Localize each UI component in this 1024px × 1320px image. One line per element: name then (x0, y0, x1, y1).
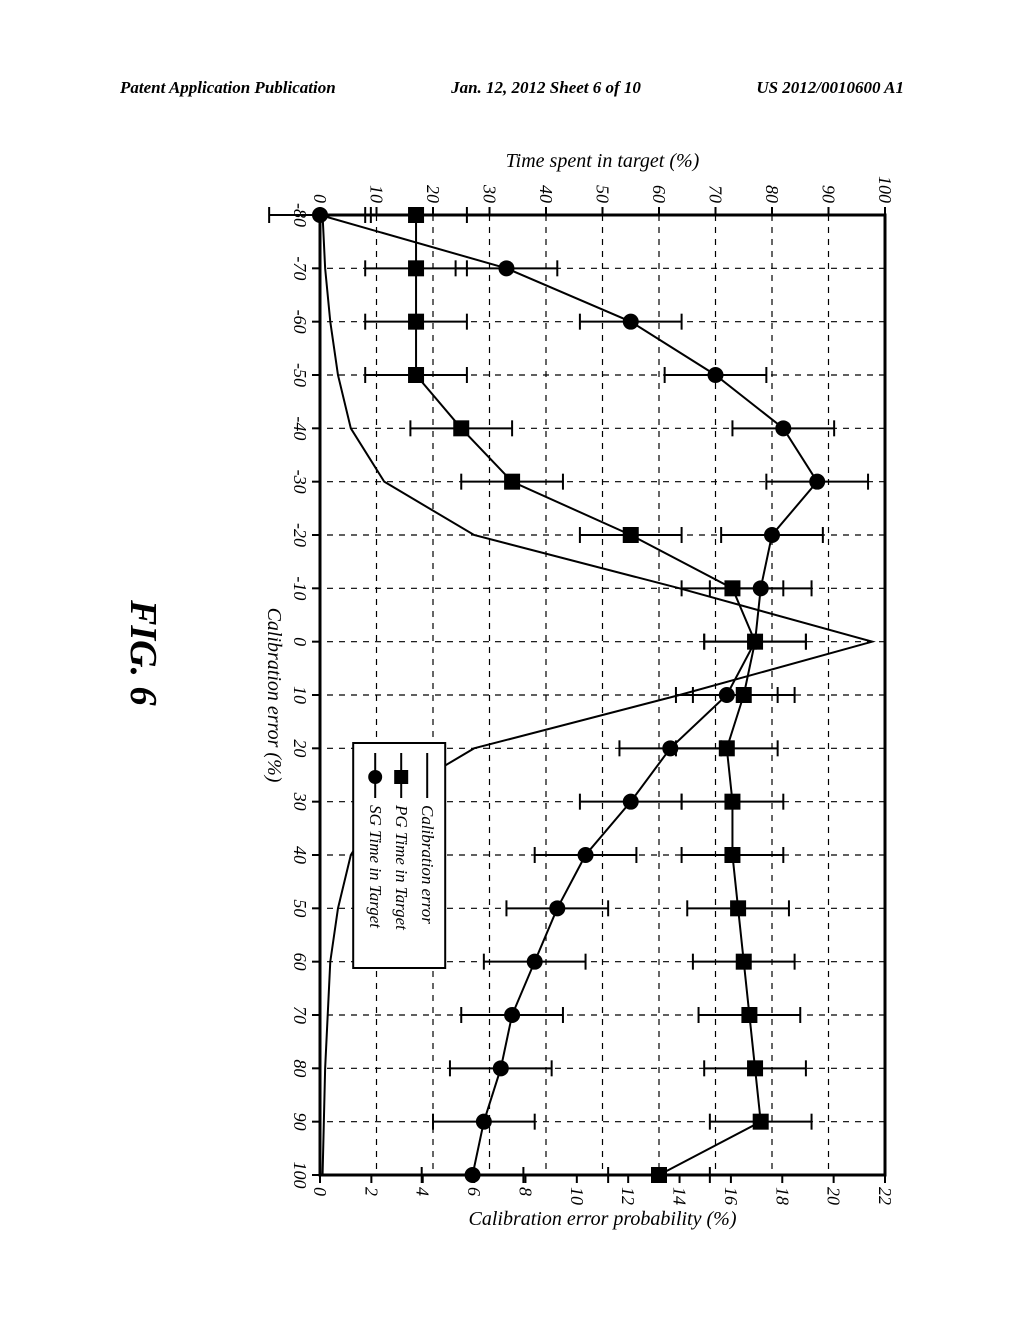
svg-text:90: 90 (290, 1113, 310, 1131)
svg-text:100: 100 (290, 1162, 310, 1189)
svg-text:30: 30 (290, 792, 310, 811)
svg-text:20: 20 (824, 1187, 844, 1205)
svg-text:-50: -50 (290, 363, 310, 387)
svg-text:10: 10 (367, 185, 387, 203)
svg-text:50: 50 (290, 899, 310, 917)
svg-text:-40: -40 (290, 416, 310, 440)
svg-text:10: 10 (290, 686, 310, 704)
svg-text:2: 2 (361, 1187, 381, 1196)
svg-text:16: 16 (721, 1187, 741, 1205)
svg-text:Calibration error: Calibration error (418, 805, 437, 924)
svg-text:14: 14 (670, 1187, 690, 1205)
figure-label: FIG. 6 (121, 600, 165, 706)
chart-svg: -80-70-60-50-40-30-20-100102030405060708… (250, 145, 930, 1245)
svg-text:0: 0 (310, 194, 330, 203)
svg-text:12: 12 (618, 1187, 638, 1205)
svg-text:-70: -70 (290, 256, 310, 280)
svg-text:70: 70 (290, 1006, 310, 1024)
svg-text:8: 8 (515, 1187, 535, 1196)
svg-text:50: 50 (593, 185, 613, 203)
svg-text:70: 70 (706, 185, 726, 203)
svg-text:4: 4 (413, 1187, 433, 1196)
svg-text:Time spent in target (%): Time spent in target (%) (506, 150, 700, 172)
svg-text:PG Time in Target: PG Time in Target (392, 804, 411, 931)
svg-text:6: 6 (464, 1187, 484, 1196)
svg-text:60: 60 (649, 185, 669, 203)
svg-text:Calibration error probability: Calibration error probability (%) (469, 1208, 737, 1230)
svg-text:0: 0 (290, 637, 310, 646)
header-left: Patent Application Publication (120, 78, 336, 98)
svg-text:20: 20 (290, 739, 310, 757)
page-header: Patent Application Publication Jan. 12, … (0, 78, 1024, 98)
svg-text:100: 100 (875, 176, 895, 203)
svg-text:-10: -10 (290, 576, 310, 600)
svg-text:90: 90 (819, 185, 839, 203)
header-mid: Jan. 12, 2012 Sheet 6 of 10 (451, 78, 641, 98)
svg-text:60: 60 (290, 953, 310, 971)
svg-text:40: 40 (290, 846, 310, 864)
chart-container: -80-70-60-50-40-30-20-100102030405060708… (250, 145, 930, 1245)
svg-text:-20: -20 (290, 523, 310, 547)
svg-text:20: 20 (423, 185, 443, 203)
svg-text:80: 80 (290, 1059, 310, 1077)
svg-text:-30: -30 (290, 470, 310, 494)
svg-text:0: 0 (310, 1187, 330, 1196)
svg-text:40: 40 (536, 185, 556, 203)
svg-text:-60: -60 (290, 310, 310, 334)
svg-text:10: 10 (567, 1187, 587, 1205)
svg-text:30: 30 (480, 184, 500, 203)
svg-text:Calibration error (%): Calibration error (%) (263, 608, 285, 783)
svg-text:80: 80 (762, 185, 782, 203)
header-right: US 2012/0010600 A1 (756, 78, 904, 98)
svg-text:SG Time in Target: SG Time in Target (366, 805, 385, 929)
svg-text:18: 18 (772, 1187, 792, 1205)
svg-text:22: 22 (875, 1187, 895, 1205)
